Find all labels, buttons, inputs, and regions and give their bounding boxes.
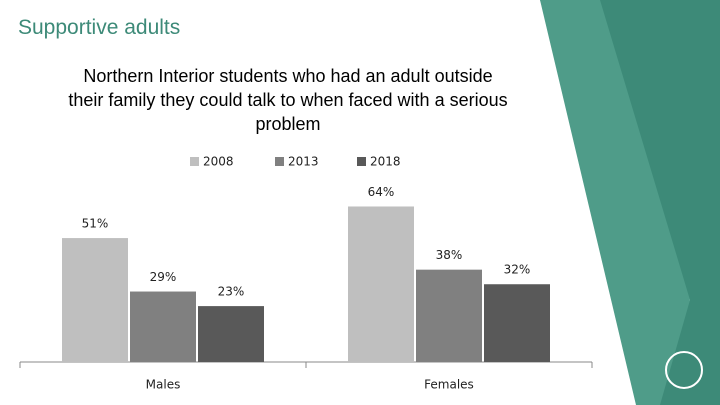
x-tick-label: Males: [146, 378, 181, 392]
data-label: 64%: [368, 185, 395, 199]
legend-label: 2013: [288, 155, 319, 169]
legend-label: 2008: [203, 155, 234, 169]
bar: [198, 306, 264, 362]
chart-title: Northern Interior students who had an ad…: [68, 66, 508, 134]
bar: [416, 269, 482, 362]
bar: [348, 206, 414, 362]
bar: [484, 284, 550, 362]
decoration: [540, 0, 720, 405]
decoration: [540, 0, 690, 405]
legend-swatch: [357, 157, 366, 166]
logo: [665, 351, 703, 389]
data-label: 29%: [150, 270, 177, 284]
slide-title: Supportive adults: [18, 16, 181, 39]
data-label: 23%: [218, 285, 245, 299]
data-label: 51%: [82, 217, 109, 231]
legend-swatch: [190, 157, 199, 166]
bar: [130, 291, 196, 362]
bar: [62, 238, 128, 362]
legend-swatch: [275, 157, 284, 166]
legend-label: 2018: [370, 155, 401, 169]
data-label: 38%: [436, 248, 463, 262]
data-label: 32%: [504, 263, 531, 277]
x-tick-label: Females: [424, 378, 474, 392]
